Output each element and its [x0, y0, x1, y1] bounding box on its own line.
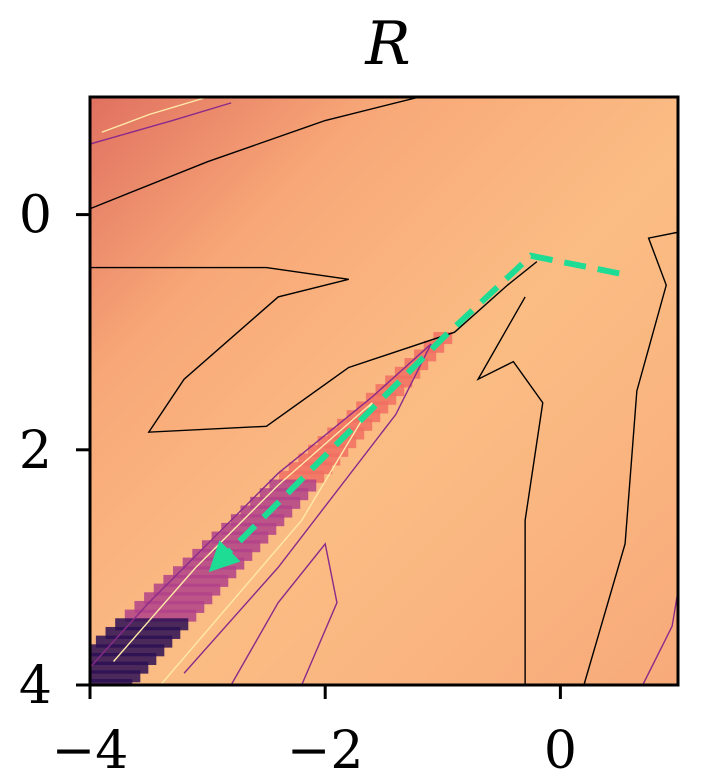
- contour-line: [230, 542, 338, 685]
- plot-area: [90, 97, 678, 685]
- contour-line: [90, 97, 423, 210]
- chart-title: R: [364, 9, 410, 79]
- plot-frame: [88, 95, 680, 687]
- x-tick-label: −2: [287, 721, 364, 777]
- contour-line: [90, 343, 432, 674]
- descent-path: [208, 252, 620, 573]
- contour-line: [642, 590, 678, 685]
- y-tick-label: 2: [19, 421, 52, 481]
- contour-line: [90, 102, 232, 145]
- y-tick-label: 0: [19, 186, 52, 246]
- contour-line: [476, 296, 544, 685]
- contour-line: [101, 97, 208, 133]
- x-tick-label: −4: [52, 721, 129, 777]
- heatmap-cell: [90, 679, 133, 685]
- axes: −4 −2 0 0 2 4: [19, 186, 577, 777]
- contour-line: [90, 261, 538, 433]
- x-tick-label: 0: [544, 721, 577, 777]
- y-tick-label: 4: [19, 656, 52, 716]
- contour-line: [112, 402, 373, 685]
- contour-line: [583, 231, 678, 685]
- contour-lines: [90, 97, 678, 685]
